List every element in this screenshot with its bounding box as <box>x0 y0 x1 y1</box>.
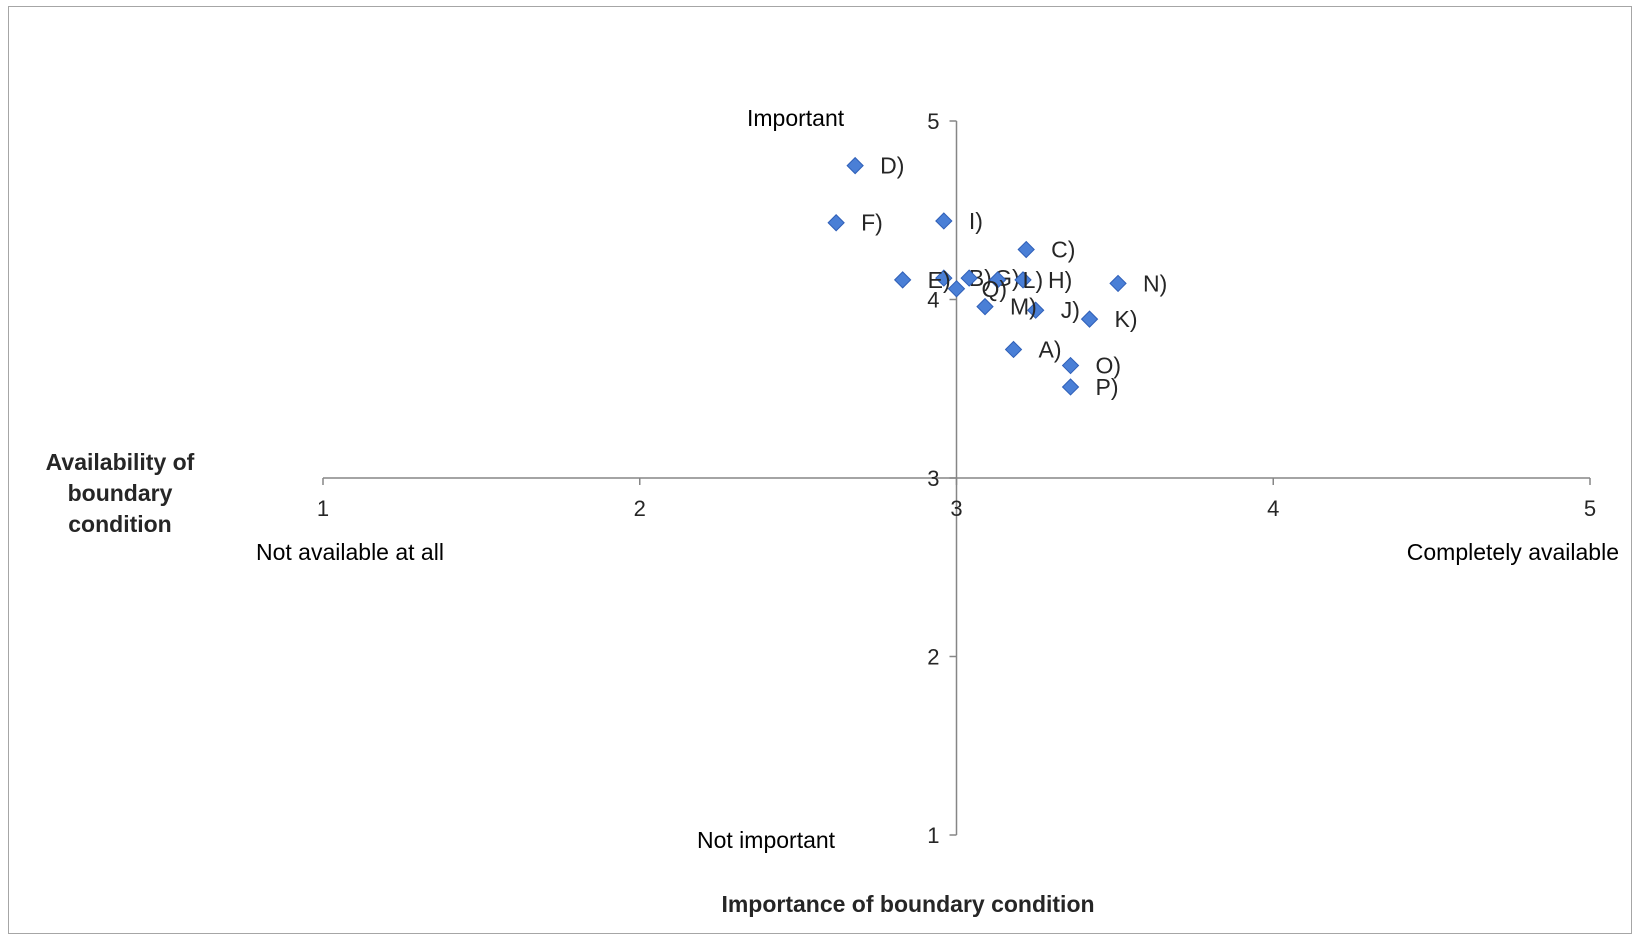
x-min-annotation: Not available at all <box>256 539 444 565</box>
data-point-label: B) <box>969 265 992 291</box>
x-axis-title: Importance of boundary condition <box>721 891 1094 917</box>
data-point-label: P) <box>1096 374 1119 400</box>
y-tick-label: 4 <box>927 288 939 313</box>
y-axis-title-line: condition <box>68 511 171 537</box>
y-axis-title-line: Availability of <box>46 449 195 475</box>
data-point <box>1014 271 1032 289</box>
y-axis-title: Availability of boundary condition <box>46 449 195 537</box>
data-point <box>935 212 953 230</box>
data-point <box>976 297 994 316</box>
data-point <box>1061 378 1080 396</box>
data-point-label: K) <box>1115 306 1138 332</box>
y-tick-label: 1 <box>927 823 939 848</box>
x-tick-label: 1 <box>317 496 329 521</box>
data-point <box>1026 301 1045 319</box>
data-point <box>947 280 966 298</box>
x-max-annotation: Completely available <box>1407 539 1619 565</box>
y-min-annotation: Not important <box>697 827 836 853</box>
data-point <box>893 271 912 289</box>
data-point <box>1017 240 1035 259</box>
data-point <box>846 156 864 175</box>
data-point-label: C) <box>1051 237 1075 263</box>
data-point <box>1080 310 1099 328</box>
data-point-label: J) <box>1061 297 1080 323</box>
data-point-label: N) <box>1143 270 1167 296</box>
y-tick-label: 3 <box>927 466 939 491</box>
data-point-label: I) <box>969 208 983 234</box>
x-tick-label: 4 <box>1267 496 1279 521</box>
ticks: 1 2 3 4 5 1 2 3 4 5 <box>317 109 1596 848</box>
data-point <box>1004 340 1023 359</box>
x-tick-label: 5 <box>1584 496 1596 521</box>
data-point-label: O) <box>1096 353 1122 379</box>
data-point-label: D) <box>880 153 904 179</box>
data-point <box>960 269 978 287</box>
x-tick-label: 3 <box>950 496 962 521</box>
data-point-label: H) <box>1048 267 1072 293</box>
x-tick-label: 2 <box>634 496 646 521</box>
chart-frame <box>8 6 1632 934</box>
data-point-label: Q) <box>982 276 1008 302</box>
data-point-label: E) <box>928 267 951 293</box>
y-max-annotation: Important <box>747 105 845 131</box>
y-tick-label: 2 <box>927 645 939 670</box>
data-point <box>1109 274 1127 293</box>
y-tick-label: 5 <box>927 109 939 134</box>
data-point <box>935 269 953 287</box>
data-point <box>1061 356 1080 375</box>
data-point <box>827 214 845 232</box>
data-point-label: M) <box>1010 294 1037 320</box>
data-point-label: F) <box>861 210 883 236</box>
data-point-label: A) <box>1039 336 1062 362</box>
data-point-label: L) <box>1023 267 1043 293</box>
data-point <box>988 271 1007 289</box>
data-points: A)B)C)D)E)F)G) H)I)J) K)L)M)N)O)P)Q) <box>827 153 1167 400</box>
y-axis-title-line: boundary <box>68 480 173 506</box>
